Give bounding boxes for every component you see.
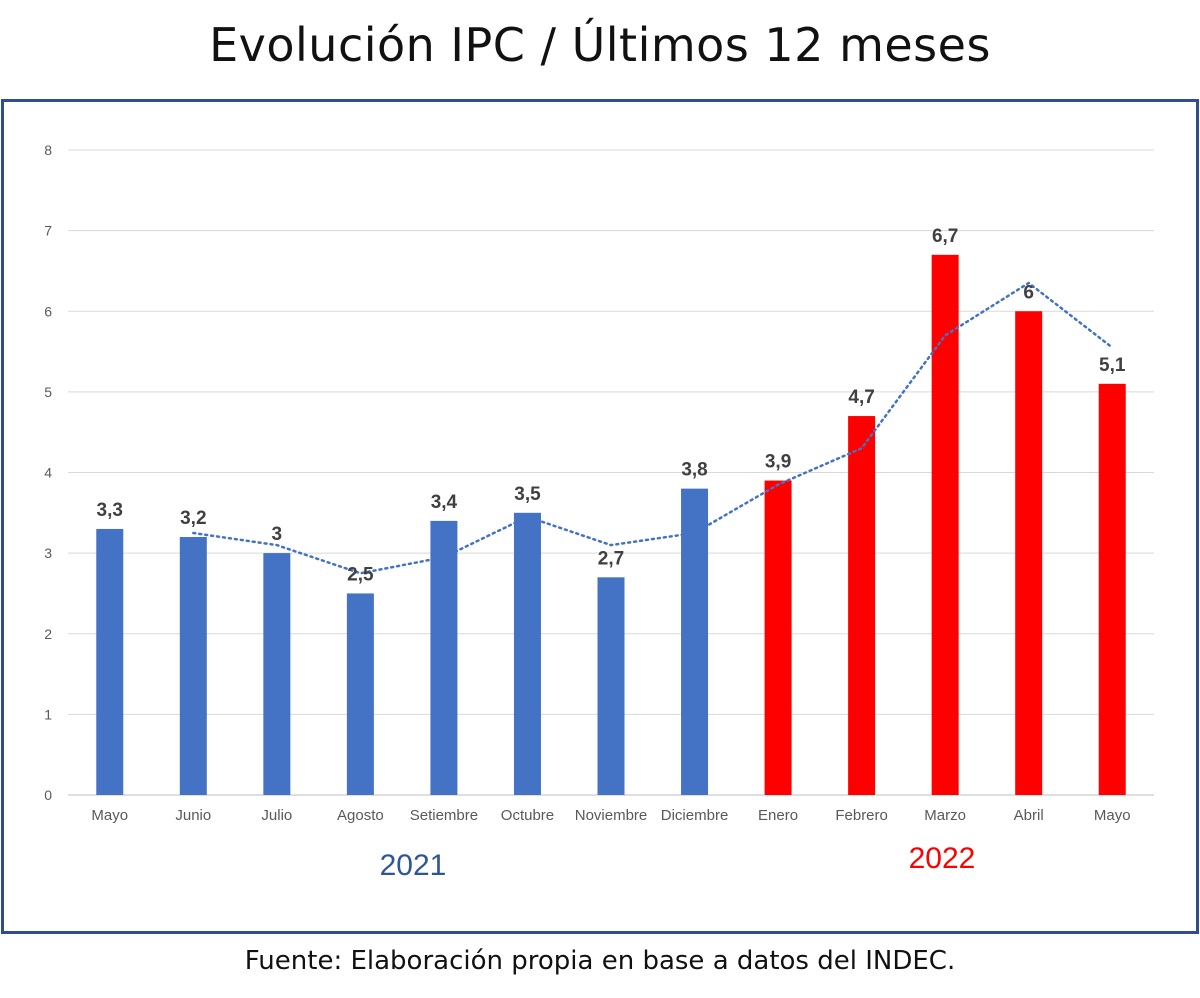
gridlines (68, 149, 1154, 796)
year-label-2022: 2022 (909, 842, 976, 875)
y-axis-ticks: 0 1 2 3 4 5 6 7 8 (44, 142, 52, 803)
year-labels: 2021 2022 (380, 842, 976, 882)
data-label: 2,5 (347, 564, 374, 585)
bar-marzo-10 (931, 254, 959, 795)
y-tick-label: 0 (44, 787, 52, 803)
y-tick-label: 3 (44, 545, 52, 561)
chart-title: Evolución IPC / Últimos 12 meses (209, 18, 991, 72)
bar-julio-2 (263, 553, 291, 795)
x-tick-label: Abril (1014, 807, 1044, 824)
bar-agosto-3 (346, 593, 374, 795)
x-tick-label: Setiembre (410, 807, 478, 824)
y-tick-label: 4 (44, 465, 52, 481)
x-tick-label: Noviembre (575, 807, 648, 824)
x-tick-label: Agosto (337, 807, 384, 824)
bar-noviembre-6 (597, 577, 625, 795)
bar-febrero-9 (848, 416, 876, 795)
bar-mayo-0 (96, 528, 124, 795)
bar-setiembre-4 (430, 520, 458, 795)
x-tick-label: Junio (175, 807, 211, 824)
bar-enero-8 (764, 480, 792, 795)
trendline (192, 281, 1114, 575)
x-tick-label: Febrero (835, 807, 888, 824)
bar-junio-1 (179, 537, 207, 795)
bar-abril-11 (1015, 311, 1043, 795)
bar-diciembre-7 (681, 488, 709, 795)
chart-frame: 0 1 2 3 4 5 6 7 8 3,3 3,2 3 2,5 3,4 3,5 2,7 3,8 3,9 4,7 6,… (1, 99, 1199, 934)
data-label: 3 (272, 524, 283, 545)
data-label: 4,7 (848, 387, 874, 408)
data-label: 5,1 (1099, 355, 1126, 376)
x-tick-label: Octubre (501, 807, 554, 824)
source-note: Fuente: Elaboración propia en base a dat… (244, 946, 956, 976)
x-axis-ticks: Mayo Junio Julio Agosto Setiembre Octubre Novi… (91, 807, 1130, 824)
data-label: 6,7 (932, 226, 958, 247)
data-label: 3,4 (431, 492, 458, 513)
y-tick-label: 8 (44, 142, 52, 158)
data-label: 3,9 (765, 452, 791, 473)
x-tick-label: Marzo (924, 807, 966, 824)
y-tick-label: 6 (44, 303, 52, 319)
trendline-layer (192, 281, 1114, 575)
data-label: 3,8 (681, 460, 707, 481)
year-label-2021: 2021 (380, 849, 447, 882)
x-tick-label: Enero (758, 807, 798, 824)
y-tick-label: 7 (44, 223, 52, 239)
x-tick-label: Diciembre (661, 807, 729, 824)
y-tick-label: 2 (44, 626, 52, 642)
data-label: 3,2 (180, 508, 206, 529)
data-labels: 3,3 3,2 3 2,5 3,4 3,5 2,7 3,8 3,9 4,7 6,7 6 5,1 (97, 226, 1126, 586)
bar-mayo-12 (1098, 383, 1126, 795)
data-label: 2,7 (598, 548, 624, 569)
y-tick-label: 1 (44, 706, 52, 722)
y-tick-label: 5 (44, 384, 52, 400)
x-tick-label: Mayo (1094, 807, 1131, 824)
x-tick-label: Julio (261, 807, 292, 824)
bar-octubre-5 (513, 512, 541, 795)
x-tick-label: Mayo (91, 807, 128, 824)
data-label: 6 (1023, 282, 1034, 303)
data-label: 3,3 (97, 500, 123, 521)
ipc-bar-chart: 0 1 2 3 4 5 6 7 8 3,3 3,2 3 2,5 3,4 3,5 2,7 3,8 3,9 4,7 6,… (44, 142, 1154, 882)
data-label: 3,5 (514, 484, 541, 505)
bars (96, 254, 1126, 795)
